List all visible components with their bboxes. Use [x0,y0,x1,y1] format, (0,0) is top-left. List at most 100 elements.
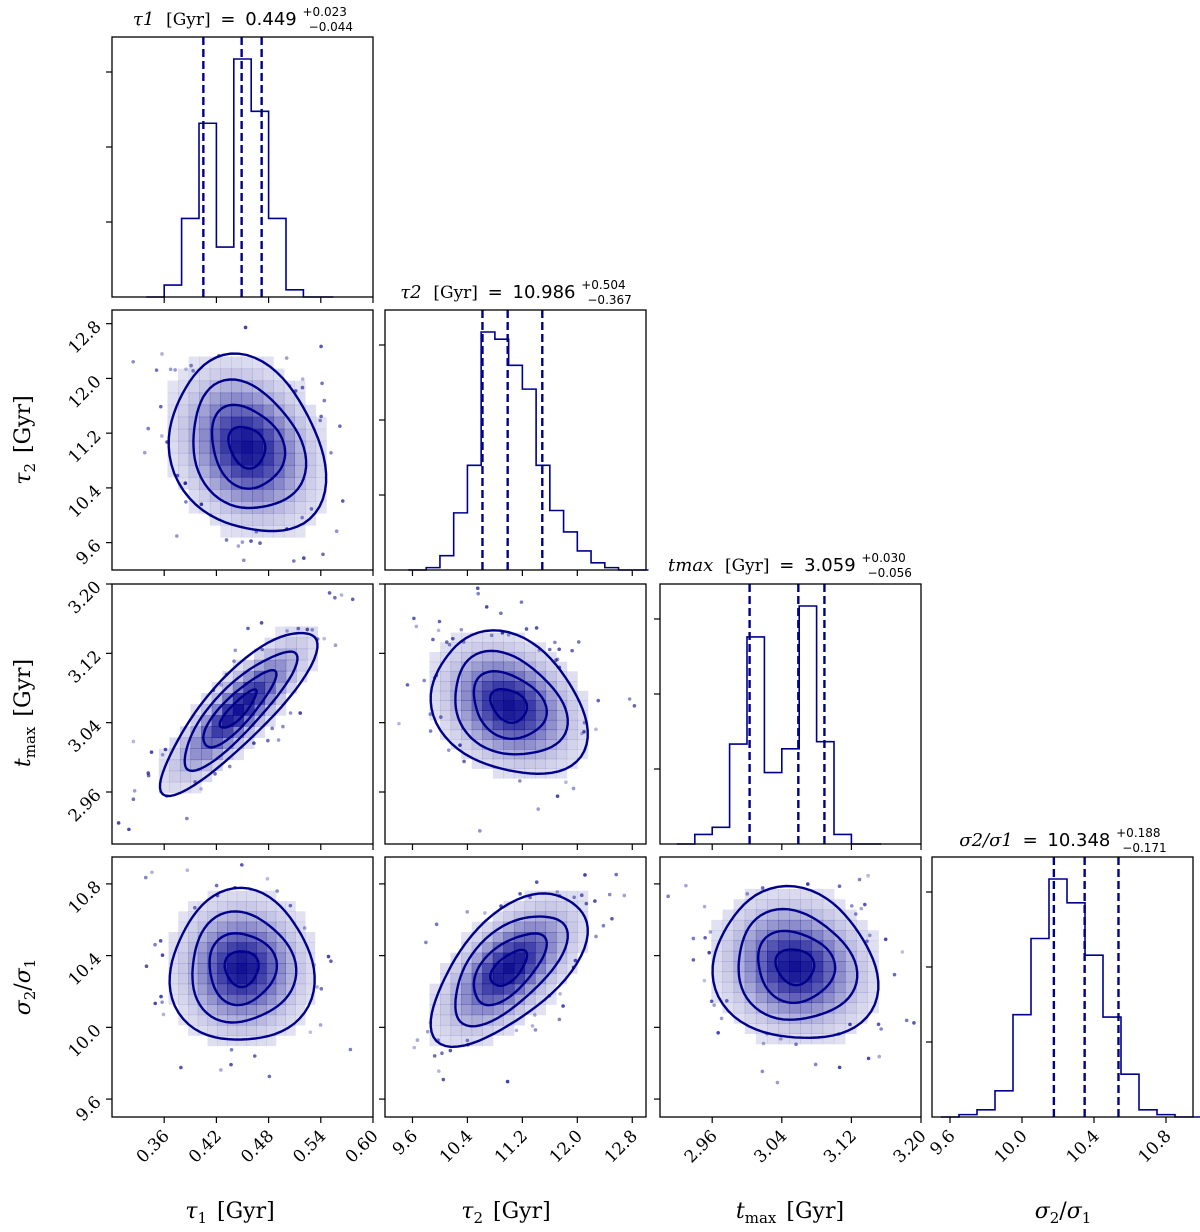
density-cell [822,940,835,952]
histogram-step-ratio [941,878,1200,1118]
density-cell [524,901,536,912]
scatter-point [414,624,419,629]
density-cell [190,781,202,794]
density-cell [811,971,824,983]
density-cell [227,1024,238,1036]
panel-frame-1-1 [384,309,647,571]
density-cell [513,963,525,974]
density-cell [294,440,306,454]
scatter-point [179,1065,183,1070]
scatter-point [448,1048,453,1053]
scatter-point [712,1003,716,1007]
scatter-point [431,637,435,642]
density-cell [471,690,483,701]
contour-1 [208,932,279,1007]
scatter-point [298,711,303,715]
density-cell [188,901,199,912]
density-cell [461,739,473,750]
density-cell [190,726,202,738]
density-cell [722,940,735,952]
density-cell [577,942,589,954]
density-cell [285,1014,296,1026]
density-cell [844,981,857,993]
density-cell [513,671,525,682]
density-cell [275,1004,286,1016]
scatter-point [326,954,331,959]
density-cell [789,919,801,931]
density-cell [789,909,801,921]
density-cell [461,963,473,974]
density-cell [711,981,723,993]
density-cell [556,921,568,933]
density-cell [556,729,568,740]
scatter-point [610,916,614,921]
density-cell [733,899,746,911]
density-cell [789,899,801,911]
scatter-point [199,502,204,507]
scatter-point [837,884,842,889]
density-cell [188,488,200,502]
density-cell [482,690,494,701]
density-cell [545,700,557,711]
density-cell [285,973,296,985]
density-cell [492,651,504,663]
scatter-point [322,636,326,641]
density-cell [577,911,589,923]
density-cell [492,719,504,731]
scatter-point [554,658,558,662]
density-cell [265,890,277,902]
density-cell [503,729,515,740]
density-cell [789,971,801,983]
scatter-point [447,642,452,647]
x-tick-label-tau1: 0.60 [342,1126,383,1167]
scatter-point [350,597,355,602]
density-cell [207,1024,218,1036]
density-cell [811,909,824,921]
scatter-point [594,934,598,939]
density-cell [545,671,557,682]
scatter-point [547,647,552,652]
density-cell [241,404,253,418]
density-cell [833,919,846,931]
density-cell [220,513,232,526]
density-cell [222,715,234,727]
density-cell [199,452,211,466]
density-cell [503,768,515,779]
scatter-point [184,500,188,504]
density-cell [275,670,287,683]
density-cell [256,932,267,943]
density-cell [236,1024,248,1036]
density-cell [811,961,824,973]
density-cell [236,1035,248,1047]
density-cell [254,726,266,738]
density-cell [252,440,264,454]
density-cell [256,983,267,995]
panel-tau2-ratio [412,872,627,1084]
density-cell [178,428,190,442]
density-cell [220,380,232,394]
density-cell [811,1023,824,1035]
scatter-point [175,534,179,538]
density-cell [294,404,306,418]
x-tick-label-tmax: 3.20 [890,1126,931,1167]
density-cell [440,1035,452,1047]
scatter-point [252,1054,257,1058]
density-cell [220,476,232,490]
density-cell [471,739,483,750]
density-cell [524,651,536,663]
density-cell [222,737,234,749]
y-tick-label-tmax: 3.12 [65,647,106,688]
scatter-point [564,780,568,785]
density-cell [545,739,557,750]
density-cell [556,671,568,682]
density-cell [440,1024,452,1036]
density-cell [811,940,824,952]
density-cell [236,1014,248,1026]
density-cell [209,428,221,442]
density-cell [190,748,202,761]
density-cell [556,768,568,779]
density-cell [252,356,264,370]
scatter-point [708,930,713,934]
scatter-point [684,883,688,888]
density-cell [822,899,835,911]
